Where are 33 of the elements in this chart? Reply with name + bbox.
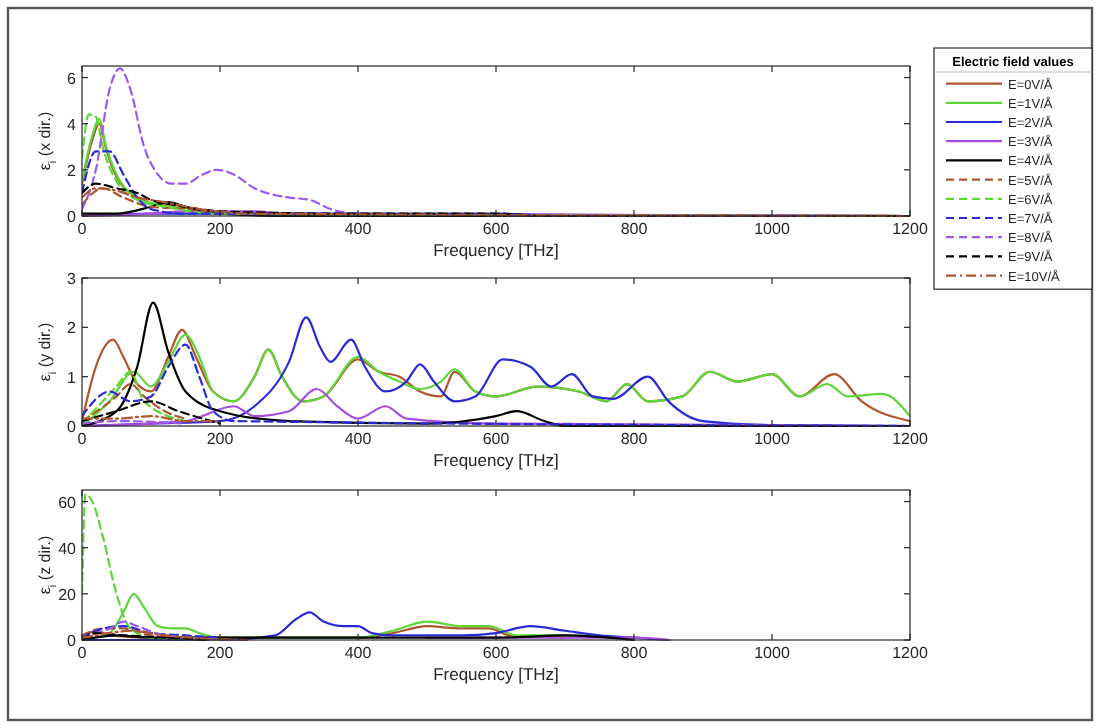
y-tick-label: 1 bbox=[67, 368, 78, 387]
x-tick-label: 1200 bbox=[892, 430, 929, 448]
x-axis-title: Frequency [THz] bbox=[433, 450, 559, 470]
x-tick-label: 1200 bbox=[892, 220, 929, 238]
x-tick-label: 800 bbox=[620, 644, 649, 662]
x-axis-title: Frequency [THz] bbox=[433, 240, 559, 260]
x-tick-label: 400 bbox=[344, 430, 373, 448]
x-tick-label: 1000 bbox=[754, 430, 791, 448]
x-tick-label: 200 bbox=[206, 644, 235, 662]
x-tick-label: 1200 bbox=[892, 644, 929, 662]
y-tick-label: 0 bbox=[67, 632, 78, 650]
y-tick-label: 4 bbox=[67, 115, 78, 134]
x-tick-label: 1000 bbox=[754, 644, 791, 662]
x-tick-label: 600 bbox=[482, 430, 511, 448]
y-tick-label: 0 bbox=[67, 418, 78, 436]
y-tick-label: 20 bbox=[58, 585, 78, 604]
y-tick-label: 40 bbox=[58, 539, 78, 558]
y-tick-label: 6 bbox=[67, 69, 78, 88]
x-tick-label: 200 bbox=[206, 220, 235, 238]
x-tick-label: 800 bbox=[620, 220, 649, 238]
y-tick-label: 0 bbox=[67, 208, 78, 226]
x-tick-label: 600 bbox=[482, 644, 511, 662]
x-tick-label: 200 bbox=[206, 430, 235, 448]
y-tick-label: 2 bbox=[67, 161, 78, 180]
y-tick-label: 2 bbox=[67, 319, 78, 338]
x-tick-label: 800 bbox=[620, 430, 649, 448]
y-tick-label: 60 bbox=[58, 493, 78, 512]
y-tick-label: 3 bbox=[67, 270, 78, 288]
x-tick-label: 400 bbox=[344, 644, 373, 662]
x-tick-label: 400 bbox=[344, 220, 373, 238]
x-tick-label: 1000 bbox=[754, 220, 791, 238]
x-tick-label: 600 bbox=[482, 220, 511, 238]
x-axis-title: Frequency [THz] bbox=[433, 664, 559, 684]
